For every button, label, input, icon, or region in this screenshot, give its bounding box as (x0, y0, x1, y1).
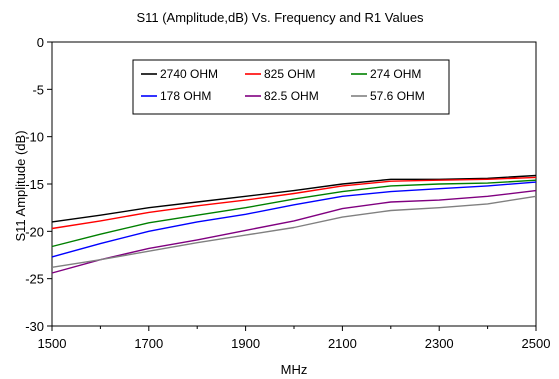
y-tick-label: 0 (37, 35, 44, 50)
legend-box (132, 59, 450, 115)
legend-label: 82.5 OHM (264, 89, 319, 103)
legend-label: 57.6 OHM (370, 89, 425, 103)
series-line-57-6-ohm (51, 195, 537, 268)
y-tick-label: -30 (25, 319, 44, 334)
series-line-178-ohm (51, 181, 537, 258)
series-layer (51, 174, 537, 274)
legend-label: 825 OHM (264, 67, 315, 81)
y-tick-label: -25 (25, 272, 44, 287)
y-tick-label: -15 (25, 177, 44, 192)
series-line-2740-ohm (51, 174, 537, 223)
x-axis-label: MHz (281, 362, 308, 377)
x-tick-label: 2100 (328, 336, 357, 351)
series-line-825-ohm (51, 176, 537, 230)
y-tick-label: -10 (25, 130, 44, 145)
chart-title: S11 (Amplitude,dB) Vs. Frequency and R1 … (136, 10, 424, 25)
x-tick-label: 1900 (231, 336, 260, 351)
series-line-274-ohm (51, 179, 537, 248)
legend-label: 274 OHM (370, 67, 421, 81)
legend-label: 178 OHM (160, 89, 211, 103)
x-tick-label: 2300 (425, 336, 454, 351)
y-tick-label: -5 (32, 82, 44, 97)
legend-label: 2740 OHM (160, 67, 218, 81)
series-line-82-5-ohm (51, 189, 537, 274)
x-tick-label: 1700 (134, 336, 163, 351)
axes-layer: 0 -5 -10 -15 -20 -25 -30 1500 1700 1900 2100 2300 25… (25, 35, 550, 351)
legend: 2740 OHM 825 OHM 274 OHM 178 OHM 82.5 OHM 57.… (132, 59, 450, 115)
x-tick-label: 2500 (522, 336, 551, 351)
y-tick-label: -20 (25, 224, 44, 239)
x-tick-label: 1500 (38, 336, 67, 351)
y-axis-label: S11 Amplitude (dB) (13, 130, 28, 241)
